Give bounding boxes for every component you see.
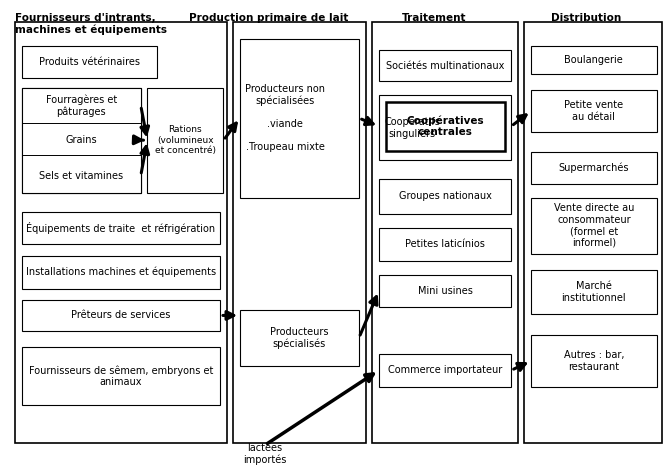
Bar (531, 90, 657, 132)
Text: Supermarchés: Supermarchés (559, 162, 629, 173)
Bar (240, 310, 359, 366)
Text: Installations machines et équipements: Installations machines et équipements (26, 267, 216, 277)
Bar (531, 270, 657, 314)
Text: Autres : bar,
restaurant: Autres : bar, restaurant (563, 350, 624, 372)
Bar (379, 179, 511, 214)
Bar (147, 88, 223, 193)
Text: Sels et vitamines: Sels et vitamines (39, 171, 123, 180)
Text: Coopératives
centrales: Coopératives centrales (406, 115, 484, 137)
Text: Coopératifs
singuliers: Coopératifs singuliers (384, 117, 440, 139)
Text: Mini usines: Mini usines (417, 286, 472, 296)
Text: Fournisseurs d'intrants,
machines et équipements: Fournisseurs d'intrants, machines et équ… (15, 13, 167, 35)
Text: Traitement: Traitement (401, 13, 466, 23)
Bar (21, 46, 157, 78)
Text: Distribution: Distribution (551, 13, 621, 23)
Bar (21, 88, 141, 193)
Text: Petites laticínios: Petites laticínios (405, 239, 485, 249)
Bar (379, 50, 511, 81)
Bar (385, 102, 505, 151)
Bar (531, 197, 657, 253)
Text: Groupes nationaux: Groupes nationaux (399, 191, 492, 201)
Bar (379, 95, 511, 160)
Text: Production primaire de lait: Production primaire de lait (189, 13, 348, 23)
Text: Prêteurs de services: Prêteurs de services (71, 310, 171, 321)
Bar (233, 23, 366, 443)
Bar (240, 39, 359, 197)
Text: Petite vente
au détail: Petite vente au détail (564, 100, 623, 122)
Text: Producteurs
spécialisés: Producteurs spécialisés (270, 327, 329, 349)
Bar (379, 274, 511, 307)
Text: Équipements de traite  et réfrigération: Équipements de traite et réfrigération (26, 222, 216, 234)
Text: Commerce importateur: Commerce importateur (388, 365, 502, 376)
Bar (21, 256, 220, 289)
Bar (379, 354, 511, 387)
Bar (21, 347, 220, 405)
Bar (373, 23, 518, 443)
Text: Produits vétérinaires: Produits vétérinaires (39, 57, 140, 67)
Text: lactées
importés: lactées importés (243, 443, 287, 465)
Text: Fourragères et
pâturages: Fourragères et pâturages (46, 94, 117, 117)
Bar (379, 228, 511, 260)
Bar (21, 300, 220, 330)
Bar (531, 46, 657, 74)
Bar (525, 23, 662, 443)
Text: Vente directe au
consommateur
(formel et
informel): Vente directe au consommateur (formel et… (553, 203, 634, 248)
Text: Fournisseurs de sêmem, embryons et
animaux: Fournisseurs de sêmem, embryons et anima… (29, 365, 213, 387)
Bar (21, 212, 220, 244)
Text: Producteurs non
spécialisées

.viande

.Troupeau mixte: Producteurs non spécialisées .viande .Tr… (245, 84, 325, 152)
Text: Marché
institutionnel: Marché institutionnel (561, 281, 626, 303)
Bar (15, 23, 226, 443)
Text: Rations
(volumineux
et concentré): Rations (volumineux et concentré) (155, 125, 216, 155)
Text: Grains: Grains (66, 135, 97, 145)
Bar (531, 152, 657, 183)
Text: Sociétés multinationaux: Sociétés multinationaux (386, 61, 505, 70)
Bar (21, 88, 141, 193)
Text: Boulangerie: Boulangerie (565, 55, 623, 65)
Bar (531, 335, 657, 387)
